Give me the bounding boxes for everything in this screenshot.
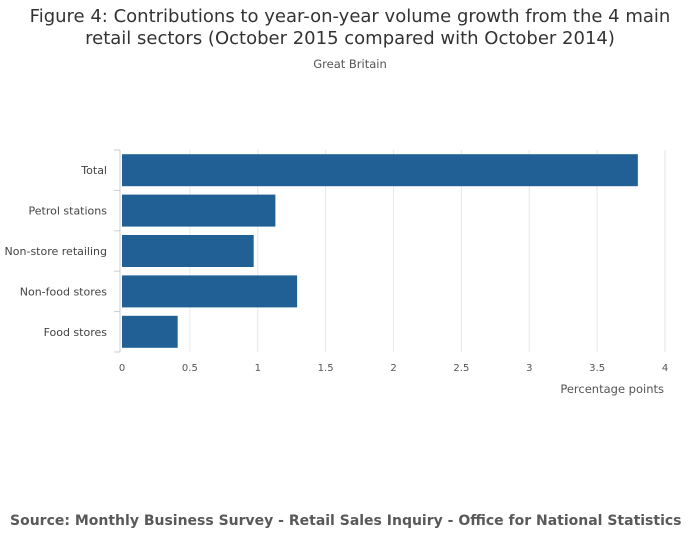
bar bbox=[122, 275, 298, 308]
x-tick-label: 0 bbox=[119, 363, 125, 374]
x-axis-title: Percentage points bbox=[560, 382, 664, 396]
x-tick-label: 0.5 bbox=[182, 363, 198, 374]
bars bbox=[122, 154, 638, 348]
x-tick-labels: 0 0.5 1 1.5 2 2.5 3 3.5 4 bbox=[119, 363, 668, 374]
bar bbox=[122, 194, 276, 227]
chart-title-line-1: Figure 4: Contributions to year-on-year … bbox=[29, 6, 671, 27]
x-tick-label: 2.5 bbox=[453, 363, 469, 374]
category-label: Total bbox=[80, 164, 107, 177]
x-tick-label: 3.5 bbox=[589, 363, 605, 374]
category-label: Non-store retailing bbox=[5, 245, 107, 258]
bar bbox=[122, 315, 178, 348]
source-note: Source: Monthly Business Survey - Retail… bbox=[10, 513, 682, 529]
category-labels: Total Petrol stations Non-store retailing N… bbox=[5, 164, 108, 339]
bar bbox=[122, 154, 638, 187]
category-label: Non-food stores bbox=[20, 285, 108, 298]
x-tick-label: 1 bbox=[255, 363, 261, 374]
x-tick-label: 4 bbox=[662, 363, 668, 374]
chart-title: Figure 4: Contributions to year-on-year … bbox=[0, 6, 700, 50]
category-label: Petrol stations bbox=[29, 205, 108, 218]
chart-subtitle: Great Britain bbox=[313, 57, 387, 71]
bar bbox=[122, 235, 254, 267]
x-tick-label: 2 bbox=[390, 363, 396, 374]
x-tick-label: 3 bbox=[526, 363, 532, 374]
chart-title-line-2: retail sectors (October 2015 compared wi… bbox=[85, 28, 615, 49]
bar-chart: Total Petrol stations Non-store retailing N… bbox=[5, 149, 668, 396]
category-label: Food stores bbox=[44, 326, 108, 339]
x-tick-label: 1.5 bbox=[318, 363, 334, 374]
